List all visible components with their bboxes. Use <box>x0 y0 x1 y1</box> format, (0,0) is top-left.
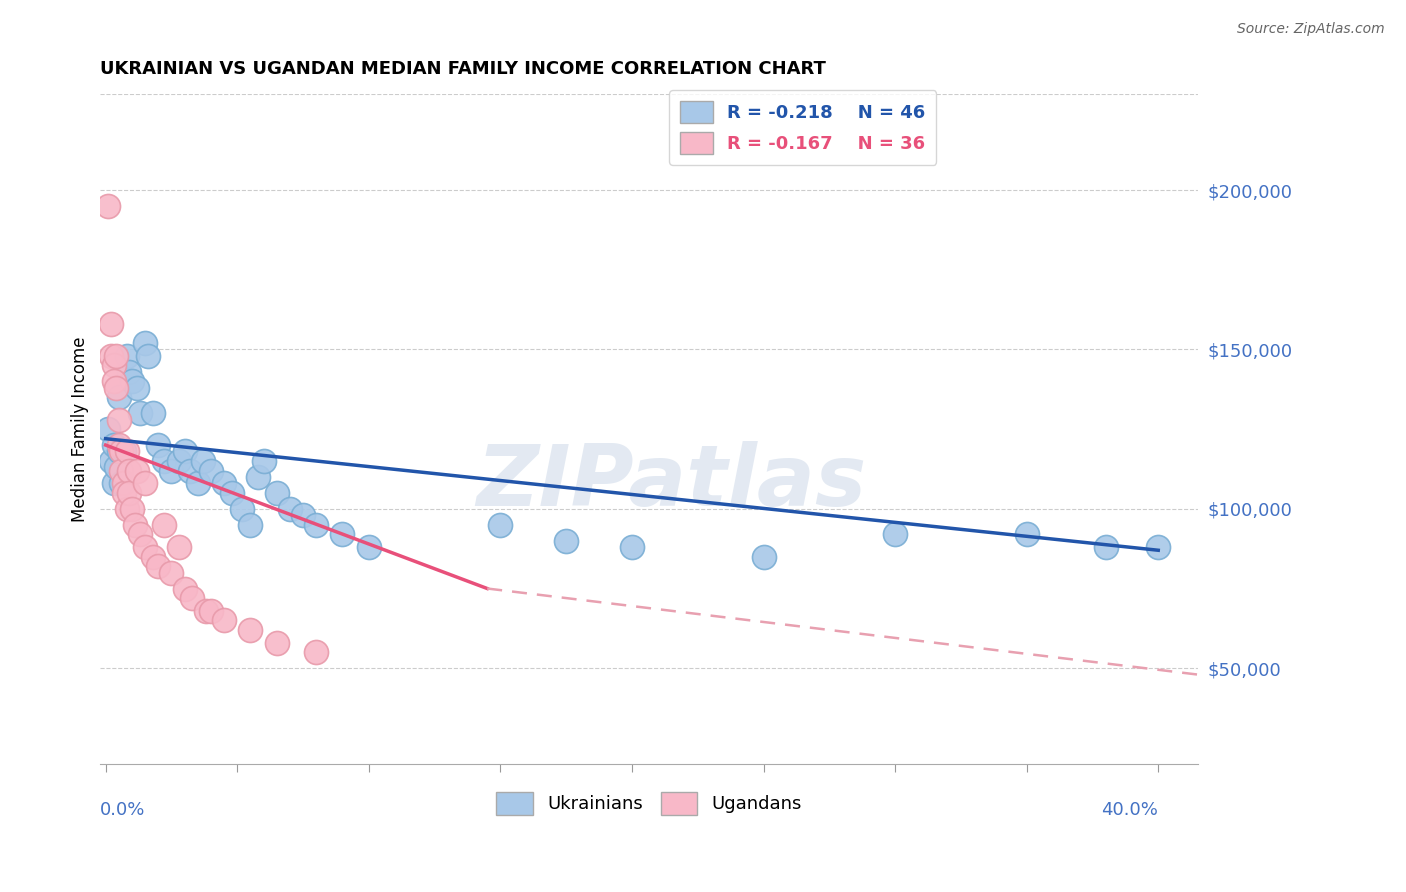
Point <box>107 390 129 404</box>
Point <box>305 645 328 659</box>
Point <box>118 464 141 478</box>
Point <box>134 540 156 554</box>
Text: ZIPatlas: ZIPatlas <box>475 442 866 524</box>
Point <box>115 444 138 458</box>
Point <box>291 508 314 523</box>
Point <box>160 566 183 580</box>
Point <box>221 486 243 500</box>
Point <box>107 438 129 452</box>
Point <box>107 412 129 426</box>
Point <box>148 438 170 452</box>
Point <box>200 464 222 478</box>
Point <box>134 336 156 351</box>
Point <box>1015 527 1038 541</box>
Point <box>489 517 512 532</box>
Legend: Ukrainians, Ugandans: Ukrainians, Ugandans <box>489 785 808 822</box>
Text: 0.0%: 0.0% <box>100 801 146 819</box>
Point <box>266 636 288 650</box>
Point <box>169 540 191 554</box>
Point <box>239 623 262 637</box>
Point <box>278 501 301 516</box>
Point <box>305 517 328 532</box>
Point <box>160 464 183 478</box>
Point <box>134 476 156 491</box>
Point <box>212 476 235 491</box>
Point <box>620 540 643 554</box>
Point <box>105 381 128 395</box>
Point <box>107 444 129 458</box>
Point <box>103 476 125 491</box>
Point <box>200 604 222 618</box>
Point <box>115 349 138 363</box>
Point <box>231 501 253 516</box>
Point <box>112 476 135 491</box>
Point <box>239 517 262 532</box>
Point <box>100 317 122 331</box>
Point <box>142 406 165 420</box>
Point <box>173 582 195 596</box>
Point <box>252 454 274 468</box>
Point <box>148 559 170 574</box>
Point <box>152 454 174 468</box>
Point <box>128 406 150 420</box>
Point <box>142 549 165 564</box>
Point <box>110 464 132 478</box>
Point <box>115 501 138 516</box>
Point <box>152 517 174 532</box>
Point <box>194 604 217 618</box>
Y-axis label: Median Family Income: Median Family Income <box>72 336 89 522</box>
Point <box>1147 540 1170 554</box>
Point <box>179 464 201 478</box>
Point <box>555 533 578 548</box>
Point <box>752 549 775 564</box>
Point <box>884 527 907 541</box>
Point <box>110 444 132 458</box>
Point <box>97 199 120 213</box>
Point <box>100 349 122 363</box>
Point <box>266 486 288 500</box>
Text: 40.0%: 40.0% <box>1101 801 1159 819</box>
Point <box>105 460 128 475</box>
Point <box>169 454 191 468</box>
Point <box>112 486 135 500</box>
Point <box>187 476 209 491</box>
Point <box>173 444 195 458</box>
Point <box>112 444 135 458</box>
Point <box>100 454 122 468</box>
Point <box>332 527 354 541</box>
Point <box>103 438 125 452</box>
Point <box>181 591 204 605</box>
Point <box>118 365 141 379</box>
Point <box>124 517 146 532</box>
Point <box>121 501 143 516</box>
Point <box>105 349 128 363</box>
Point <box>212 613 235 627</box>
Text: Source: ZipAtlas.com: Source: ZipAtlas.com <box>1237 22 1385 37</box>
Point <box>127 381 149 395</box>
Point <box>191 454 214 468</box>
Point <box>97 422 120 436</box>
Point <box>1094 540 1116 554</box>
Point <box>357 540 380 554</box>
Point <box>128 527 150 541</box>
Point <box>136 349 159 363</box>
Point <box>127 464 149 478</box>
Text: UKRAINIAN VS UGANDAN MEDIAN FAMILY INCOME CORRELATION CHART: UKRAINIAN VS UGANDAN MEDIAN FAMILY INCOM… <box>100 60 827 78</box>
Point <box>110 476 132 491</box>
Point <box>118 486 141 500</box>
Point <box>121 374 143 388</box>
Point <box>247 470 270 484</box>
Point <box>103 374 125 388</box>
Point <box>103 359 125 373</box>
